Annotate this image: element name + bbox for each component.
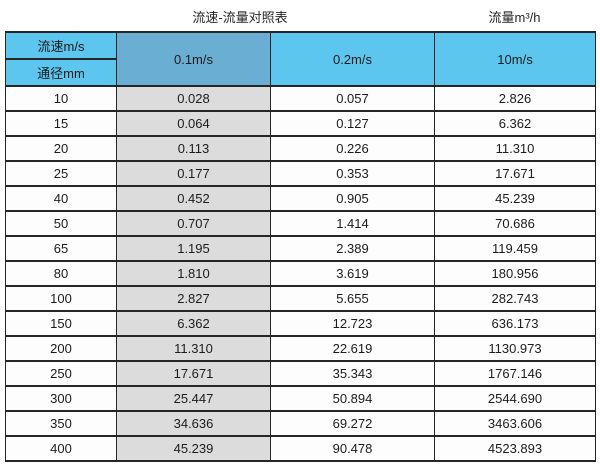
flow-value-cell: 4523.893 [434, 435, 596, 462]
table-row: 400 45.239 90.478 4523.893 [5, 435, 596, 462]
table-row: 40 0.452 0.905 45.239 [5, 185, 596, 212]
diameter-cell: 20 [5, 135, 117, 162]
table-body: 10 0.028 0.057 2.826 15 0.064 0.127 6.362 20 0.11… [5, 85, 596, 462]
flow-value-cell: 5.655 [270, 285, 435, 312]
table-row: 10 0.028 0.057 2.826 [5, 85, 596, 112]
corner-diameter-label: 通径mm [5, 58, 117, 87]
flow-value-cell: 0.064 [116, 110, 271, 137]
flow-value-cell: 282.743 [434, 285, 596, 312]
flow-value-cell: 25.447 [116, 385, 271, 412]
flow-value-cell: 0.127 [270, 110, 435, 137]
table-row: 250 17.671 35.343 1767.146 [5, 360, 596, 387]
flow-value-cell: 0.707 [116, 210, 271, 237]
table-row: 65 1.195 2.389 119.459 [5, 235, 596, 262]
diameter-cell: 50 [5, 210, 117, 237]
table-row: 300 25.447 50.894 2544.690 [5, 385, 596, 412]
diameter-cell: 25 [5, 160, 117, 187]
flow-value-cell: 1.414 [270, 210, 435, 237]
flow-value-cell: 6.362 [116, 310, 271, 337]
flow-value-cell: 0.452 [116, 185, 271, 212]
flow-value-cell: 1.195 [116, 235, 271, 262]
table-row: 20 0.113 0.226 11.310 [5, 135, 596, 162]
diameter-cell: 250 [5, 360, 117, 387]
diameter-cell: 400 [5, 435, 117, 462]
flow-value-cell: 0.113 [116, 135, 271, 162]
velocity-column-header-10: 10m/s [434, 31, 596, 87]
header-row-diameter: 通径mm [5, 58, 596, 87]
table-row: 50 0.707 1.414 70.686 [5, 210, 596, 237]
flow-value-cell: 11.310 [434, 135, 596, 162]
flow-value-cell: 17.671 [434, 160, 596, 187]
diameter-cell: 10 [5, 85, 117, 112]
flow-value-cell: 0.028 [116, 85, 271, 112]
header-row-velocity: 流速m/s 0.1m/s 0.2m/s 10m/s [5, 31, 596, 87]
flow-value-cell: 1130.973 [434, 335, 596, 362]
flow-value-cell: 45.239 [434, 185, 596, 212]
table-row: 15 0.064 0.127 6.362 [5, 110, 596, 137]
flow-value-cell: 12.723 [270, 310, 435, 337]
flow-value-cell: 17.671 [116, 360, 271, 387]
flow-value-cell: 1.810 [116, 260, 271, 287]
flow-table: 流速m/s 0.1m/s 0.2m/s 10m/s 通径mm 10 0.028 0.… [5, 31, 596, 462]
diameter-cell: 300 [5, 385, 117, 412]
table-header: 流速m/s 0.1m/s 0.2m/s 10m/s 通径mm [5, 31, 596, 87]
flow-value-cell: 2.827 [116, 285, 271, 312]
diameter-cell: 100 [5, 285, 117, 312]
flow-value-cell: 34.636 [116, 410, 271, 437]
table-row: 100 2.827 5.655 282.743 [5, 285, 596, 312]
flow-value-cell: 3463.606 [434, 410, 596, 437]
flow-value-cell: 2544.690 [434, 385, 596, 412]
corner-velocity-label: 流速m/s [5, 31, 117, 60]
flow-value-cell: 69.272 [270, 410, 435, 437]
flow-value-cell: 2.389 [270, 235, 435, 262]
diameter-cell: 65 [5, 235, 117, 262]
diameter-cell: 150 [5, 310, 117, 337]
diameter-cell: 200 [5, 335, 117, 362]
table-row: 150 6.362 12.723 636.173 [5, 310, 596, 337]
flow-value-cell: 6.362 [434, 110, 596, 137]
diameter-cell: 15 [5, 110, 117, 137]
flow-value-cell: 11.310 [116, 335, 271, 362]
velocity-column-header-0.2: 0.2m/s [270, 31, 435, 87]
flow-unit-label: 流量m³/h [488, 10, 541, 25]
table-row: 25 0.177 0.353 17.671 [5, 160, 596, 187]
velocity-column-header-0.1: 0.1m/s [116, 31, 271, 87]
flow-value-cell: 0.226 [270, 135, 435, 162]
flow-value-cell: 3.619 [270, 260, 435, 287]
diameter-cell: 350 [5, 410, 117, 437]
title-bar: 流速-流量对照表 流量m³/h [0, 0, 600, 31]
flow-value-cell: 90.478 [270, 435, 435, 462]
flow-value-cell: 636.173 [434, 310, 596, 337]
flow-value-cell: 1767.146 [434, 360, 596, 387]
flow-value-cell: 70.686 [434, 210, 596, 237]
diameter-cell: 40 [5, 185, 117, 212]
flow-value-cell: 119.459 [434, 235, 596, 262]
flow-value-cell: 35.343 [270, 360, 435, 387]
flow-value-cell: 0.177 [116, 160, 271, 187]
flow-value-cell: 0.905 [270, 185, 435, 212]
flow-value-cell: 22.619 [270, 335, 435, 362]
table-row: 80 1.810 3.619 180.956 [5, 260, 596, 287]
table-title: 流速-流量对照表 [192, 10, 288, 25]
diameter-cell: 80 [5, 260, 117, 287]
table-row: 350 34.636 69.272 3463.606 [5, 410, 596, 437]
flow-value-cell: 0.057 [270, 85, 435, 112]
flow-value-cell: 2.826 [434, 85, 596, 112]
flow-value-cell: 50.894 [270, 385, 435, 412]
flow-value-cell: 45.239 [116, 435, 271, 462]
table-row: 200 11.310 22.619 1130.973 [5, 335, 596, 362]
flow-value-cell: 0.353 [270, 160, 435, 187]
flow-value-cell: 180.956 [434, 260, 596, 287]
